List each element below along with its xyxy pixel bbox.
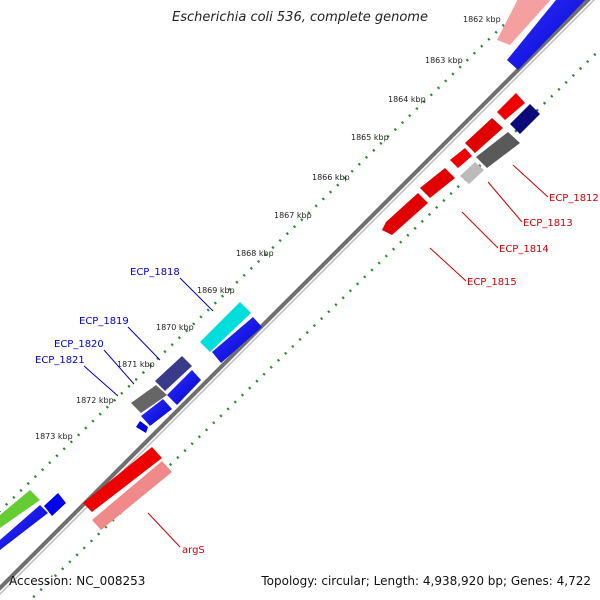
- leader-line: [103, 349, 135, 385]
- gene-label-ecp1820[interactable]: ECP_1820: [54, 339, 104, 350]
- gene-feature: [497, 93, 525, 120]
- gene-label-ecp1814[interactable]: ECP_1814: [499, 244, 549, 255]
- label-leaders: [83, 164, 549, 548]
- gene-feature: [141, 399, 172, 426]
- genome-summary-text: Topology: circular; Length: 4,938,920 bp…: [261, 574, 591, 588]
- gene-block-ecp1818-1821: [131, 302, 262, 433]
- gene-feature: [497, 0, 551, 45]
- gene-label-ecp1812[interactable]: ECP_1812: [549, 193, 599, 204]
- gene-feature: [450, 148, 472, 168]
- kbp-tick-label: 1866 kbp: [312, 173, 350, 182]
- gene-block-top-right: [497, 0, 586, 70]
- gene-label-ecp1818[interactable]: ECP_1818: [130, 267, 180, 278]
- gene-feature: [382, 193, 428, 235]
- gene-label-args[interactable]: argS: [182, 545, 205, 556]
- gene-feature: [167, 370, 201, 405]
- leader-line: [83, 365, 119, 397]
- gene-feature: [0, 505, 48, 550]
- gene-label-ecp1813[interactable]: ECP_1813: [523, 218, 573, 229]
- kbp-tick-label: 1862 kbp: [463, 15, 501, 24]
- kbp-tick-label: 1863 kbp: [425, 56, 463, 65]
- leader-line: [127, 326, 161, 361]
- gene-feature: [0, 490, 40, 528]
- leader-line: [487, 181, 523, 223]
- kbp-tick-label: 1864 kbp: [388, 95, 426, 104]
- gene-label-ecp1819[interactable]: ECP_1819: [79, 316, 129, 327]
- gene-feature: [155, 356, 192, 391]
- gene-feature: [92, 461, 172, 530]
- gene-feature: [44, 493, 66, 516]
- kbp-ticks: 1862 kbp 1863 kbp 1864 kbp 1865 kbp 1866…: [35, 15, 501, 441]
- leader-line: [429, 247, 467, 282]
- gene-feature: [200, 302, 251, 352]
- inner-dot-track: [28, 47, 600, 600]
- gene-label-ecp1815[interactable]: ECP_1815: [467, 277, 517, 288]
- leader-line: [512, 164, 549, 198]
- kbp-tick-label: 1865 kbp: [351, 133, 389, 142]
- kbp-tick-label: 1871 kbp: [117, 360, 155, 369]
- gene-feature: [476, 132, 520, 168]
- gene-labels: ECP_1812 ECP_1813 ECP_1814 ECP_1815 ECP_…: [35, 193, 599, 556]
- gene-feature: [212, 317, 262, 363]
- outer-dot-track: [0, 0, 532, 513]
- gene-feature: [131, 385, 167, 413]
- gene-feature: [420, 168, 455, 198]
- accession-text: Accession: NC_008253: [9, 574, 146, 588]
- gene-label-ecp1821[interactable]: ECP_1821: [35, 355, 85, 366]
- kbp-tick-label: 1867 kbp: [274, 211, 312, 220]
- kbp-tick-label: 1873 kbp: [35, 432, 73, 441]
- gene-feature: [136, 421, 148, 433]
- map-title: Escherichia coli 536, complete genome: [172, 10, 428, 25]
- leader-line: [179, 277, 214, 312]
- gene-feature: [83, 447, 162, 512]
- kbp-tick-label: 1870 kbp: [156, 323, 194, 332]
- kbp-tick-label: 1869 kbp: [197, 286, 235, 295]
- kbp-tick-label: 1868 kbp: [236, 249, 274, 258]
- kbp-tick-label: 1872 kbp: [76, 396, 114, 405]
- gene-feature: [507, 0, 586, 70]
- gene-block-bottom-left: [0, 447, 172, 550]
- gene-feature: [465, 118, 503, 153]
- gene-feature: [510, 104, 540, 134]
- gene-block-ecp1812-1815: [382, 93, 540, 235]
- gene-feature: [460, 162, 484, 184]
- leader-line: [461, 211, 499, 249]
- leader-line: [147, 512, 181, 548]
